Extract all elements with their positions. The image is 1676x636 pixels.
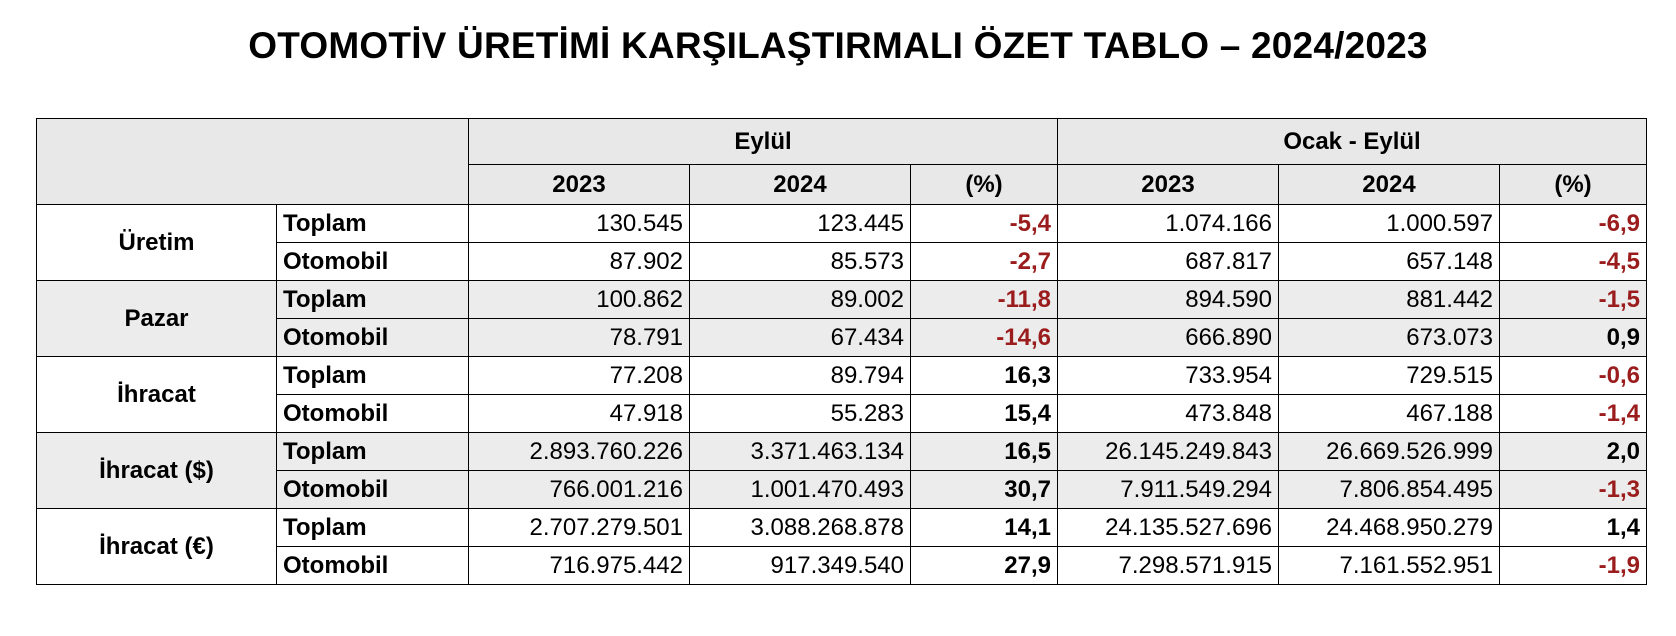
table-row: İhracat (€) Toplam 2.707.279.501 3.088.268.…	[36, 508, 1648, 585]
row-category-label: İhracat	[36, 356, 277, 433]
cell-ocak-eylul-2024: 7.806.854.495	[1278, 470, 1500, 509]
table-row: Pazar Toplam 100.862 89.002 -11,8 894.590 881.…	[36, 280, 1648, 357]
cell-eylul-2023: 78.791	[468, 318, 690, 357]
cell-ocak-eylul-2023: 666.890	[1057, 318, 1279, 357]
cell-eylul-2024: 85.573	[689, 242, 911, 281]
table-row: Üretim Toplam 130.545 123.445 -5,4 1.074.166 1…	[36, 204, 1648, 281]
cell-eylul-pct: 15,4	[910, 394, 1058, 433]
cell-eylul-pct: 30,7	[910, 470, 1058, 509]
row-subcategory-label: Toplam	[276, 432, 469, 471]
cell-eylul-2023: 2.893.760.226	[468, 432, 690, 471]
table-header: Eylül Ocak - Eylül 2023 2024 (%) 2023 20…	[36, 118, 1648, 205]
row-subcategory-label: Toplam	[276, 204, 469, 243]
cell-ocak-eylul-pct: -1,4	[1498, 394, 1648, 433]
header-eylul-2023: 2023	[468, 164, 690, 205]
cell-ocak-eylul-2023: 894.590	[1057, 280, 1279, 319]
header-ocak-eylul-pct: (%)	[1498, 164, 1648, 205]
cell-ocak-eylul-2024: 1.000.597	[1278, 204, 1500, 243]
cell-ocak-eylul-2024: 467.188	[1278, 394, 1500, 433]
cell-eylul-2024: 55.283	[689, 394, 911, 433]
cell-eylul-2023: 47.918	[468, 394, 690, 433]
table-body: Üretim Toplam 130.545 123.445 -5,4 1.074.166 1…	[36, 204, 1648, 585]
table-row: Otomobil 766.001.216 1.001.470.493 30,7 7.91…	[37, 470, 1648, 509]
row-category-label: Üretim	[36, 204, 277, 281]
cell-eylul-pct: -11,8	[910, 280, 1058, 319]
cell-ocak-eylul-pct: 1,4	[1498, 508, 1648, 547]
summary-table: Eylül Ocak - Eylül 2023 2024 (%) 2023 20…	[36, 118, 1648, 585]
cell-eylul-pct: 16,3	[910, 356, 1058, 395]
row-subcategory-label: Otomobil	[276, 242, 469, 281]
cell-eylul-pct: 27,9	[910, 546, 1058, 585]
row-subcategory-label: Otomobil	[276, 470, 469, 509]
cell-ocak-eylul-pct: -0,6	[1498, 356, 1648, 395]
cell-ocak-eylul-2024: 24.468.950.279	[1278, 508, 1500, 547]
row-subcategory-label: Otomobil	[276, 318, 469, 357]
cell-eylul-2024: 67.434	[689, 318, 911, 357]
row-subcategory-label: Toplam	[276, 280, 469, 319]
cell-eylul-2024: 89.794	[689, 356, 911, 395]
cell-eylul-2023: 130.545	[468, 204, 690, 243]
cell-eylul-2024: 3.088.268.878	[689, 508, 911, 547]
header-ocak-eylul-2023: 2023	[1057, 164, 1279, 205]
row-category-label: İhracat (€)	[36, 508, 277, 585]
cell-ocak-eylul-2023: 687.817	[1057, 242, 1279, 281]
cell-eylul-2024: 123.445	[689, 204, 911, 243]
cell-ocak-eylul-2023: 473.848	[1057, 394, 1279, 433]
row-subcategory-label: Toplam	[276, 508, 469, 547]
cell-ocak-eylul-2023: 7.298.571.915	[1057, 546, 1279, 585]
cell-ocak-eylul-2024: 657.148	[1278, 242, 1500, 281]
cell-ocak-eylul-pct: -6,9	[1498, 204, 1648, 243]
cell-eylul-pct: 16,5	[910, 432, 1058, 471]
table-row: İhracat Toplam 77.208 89.794 16,3 733.954 729.…	[36, 356, 1648, 433]
cell-eylul-2024: 1.001.470.493	[689, 470, 911, 509]
page-title: OTOMOTİV ÜRETİMİ KARŞILAŞTIRMALI ÖZET TA…	[248, 25, 1428, 66]
cell-ocak-eylul-pct: -4,5	[1498, 242, 1648, 281]
row-category-label: İhracat ($)	[36, 432, 277, 509]
row-subcategory-label: Toplam	[276, 356, 469, 395]
cell-ocak-eylul-pct: 0,9	[1498, 318, 1648, 357]
cell-ocak-eylul-pct: -1,5	[1498, 280, 1648, 319]
cell-eylul-2023: 2.707.279.501	[468, 508, 690, 547]
header-group-eylul: Eylül	[468, 118, 1058, 165]
table-row: Otomobil 716.975.442 917.349.540 27,9 7.298.…	[37, 546, 1648, 585]
cell-ocak-eylul-2024: 673.073	[1278, 318, 1500, 357]
row-subcategory-label: Otomobil	[276, 546, 469, 585]
cell-eylul-pct: -14,6	[910, 318, 1058, 357]
table-row: Otomobil 47.918 55.283 15,4 473.848 467.188 -1…	[37, 394, 1648, 433]
cell-eylul-2023: 100.862	[468, 280, 690, 319]
cell-ocak-eylul-2024: 729.515	[1278, 356, 1500, 395]
header-eylul-pct: (%)	[910, 164, 1058, 205]
table-row: İhracat ($) Toplam 2.893.760.226 3.371.463.…	[36, 432, 1648, 509]
cell-ocak-eylul-2024: 881.442	[1278, 280, 1500, 319]
table-row: Otomobil 78.791 67.434 -14,6 666.890 673.073 0…	[37, 318, 1648, 357]
cell-ocak-eylul-2024: 26.669.526.999	[1278, 432, 1500, 471]
header-corner	[36, 118, 469, 205]
cell-ocak-eylul-2024: 7.161.552.951	[1278, 546, 1500, 585]
row-category-label: Pazar	[36, 280, 277, 357]
cell-eylul-pct: -5,4	[910, 204, 1058, 243]
header-group-ocak-eylul: Ocak - Eylül	[1056, 118, 1648, 165]
cell-ocak-eylul-pct: -1,9	[1498, 546, 1648, 585]
cell-ocak-eylul-2023: 733.954	[1057, 356, 1279, 395]
cell-eylul-2023: 716.975.442	[468, 546, 690, 585]
cell-eylul-pct: -2,7	[910, 242, 1058, 281]
header-ocak-eylul-2024: 2024	[1278, 164, 1500, 205]
cell-eylul-2024: 3.371.463.134	[689, 432, 911, 471]
cell-eylul-2024: 917.349.540	[689, 546, 911, 585]
cell-ocak-eylul-pct: 2,0	[1498, 432, 1648, 471]
cell-eylul-pct: 14,1	[910, 508, 1058, 547]
table-row: Otomobil 87.902 85.573 -2,7 687.817 657.148 -4…	[37, 242, 1648, 281]
cell-eylul-2024: 89.002	[689, 280, 911, 319]
cell-ocak-eylul-pct: -1,3	[1498, 470, 1648, 509]
cell-ocak-eylul-2023: 24.135.527.696	[1057, 508, 1279, 547]
cell-eylul-2023: 87.902	[468, 242, 690, 281]
cell-ocak-eylul-2023: 7.911.549.294	[1057, 470, 1279, 509]
cell-ocak-eylul-2023: 1.074.166	[1057, 204, 1279, 243]
cell-eylul-2023: 766.001.216	[468, 470, 690, 509]
row-subcategory-label: Otomobil	[276, 394, 469, 433]
cell-eylul-2023: 77.208	[468, 356, 690, 395]
cell-ocak-eylul-2023: 26.145.249.843	[1057, 432, 1279, 471]
header-eylul-2024: 2024	[689, 164, 911, 205]
